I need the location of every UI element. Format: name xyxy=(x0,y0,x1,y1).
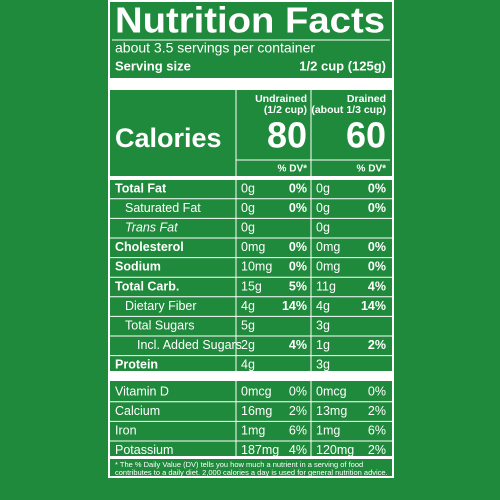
daily-value: 2% xyxy=(289,404,307,418)
amount: 4g xyxy=(316,299,330,313)
daily-value: 0% xyxy=(289,240,307,254)
daily-value: 14% xyxy=(282,299,307,313)
dv-header: % DV* xyxy=(357,164,387,175)
nutrient-name: Sodium xyxy=(115,260,161,274)
footnote: contributes to a daily diet. 2,000 calor… xyxy=(115,468,388,477)
amount: 3g xyxy=(316,318,330,332)
calories-value: 60 xyxy=(346,115,386,156)
amount: 1mg xyxy=(241,423,265,437)
amount: 0mg xyxy=(241,240,265,254)
amount: 11g xyxy=(316,279,336,293)
amount: 13mg xyxy=(316,404,347,418)
amount: 10mg xyxy=(241,260,272,274)
daily-value: 2% xyxy=(368,404,386,418)
daily-value: 0% xyxy=(289,201,307,215)
amount: 0g xyxy=(241,220,255,234)
amount: 2g xyxy=(241,338,255,352)
nutrient-name: Saturated Fat xyxy=(125,201,201,215)
nutrient-name: Incl. Added Sugars xyxy=(137,338,242,352)
thick-bar xyxy=(110,176,392,180)
amount: 3g xyxy=(316,358,330,372)
footnote: * The % Daily Value (DV) tells you how m… xyxy=(115,460,363,469)
daily-value: 4% xyxy=(289,338,307,352)
thick-bar xyxy=(110,78,392,90)
amount: 4g xyxy=(241,299,255,313)
nutrient-name: Calcium xyxy=(115,404,160,418)
amount: 15g xyxy=(241,279,262,293)
daily-value: 0% xyxy=(368,384,386,398)
daily-value: 2% xyxy=(368,338,386,352)
amount: 0mcg xyxy=(241,384,272,398)
amount: 1mg xyxy=(316,423,340,437)
thick-bar xyxy=(110,456,392,459)
daily-value: 14% xyxy=(361,299,386,313)
daily-value: 0% xyxy=(368,181,386,195)
amount: 0mcg xyxy=(316,384,347,398)
nutrient-name: Cholesterol xyxy=(115,240,184,254)
daily-value: 0% xyxy=(368,201,386,215)
daily-value: 4% xyxy=(289,443,307,457)
amount: 0g xyxy=(316,181,330,195)
amount: 0g xyxy=(241,181,255,195)
daily-value: 0% xyxy=(368,240,386,254)
amount: 120mg xyxy=(316,443,354,457)
nutrient-name: Iron xyxy=(115,423,137,437)
amount: 0g xyxy=(316,201,330,215)
column-amount: (1/2 cup) xyxy=(264,104,307,116)
amount: 1g xyxy=(316,338,330,352)
thick-bar xyxy=(110,371,392,381)
serving-size-label: Serving size xyxy=(115,58,191,73)
nutrient-name: Potassium xyxy=(115,443,173,457)
label-border xyxy=(108,0,394,478)
amount: 0mg xyxy=(316,260,340,274)
amount: 16mg xyxy=(241,404,272,418)
amount: 4g xyxy=(241,358,255,372)
nutrient-name: Trans Fat xyxy=(125,220,178,234)
column-name: Drained xyxy=(347,93,386,105)
serving-size-value: 1/2 cup (125g) xyxy=(299,58,386,73)
servings: about 3.5 servings per container xyxy=(115,40,315,56)
amount: 0mg xyxy=(316,240,340,254)
daily-value: 5% xyxy=(289,279,307,293)
amount: 0g xyxy=(241,201,255,215)
daily-value: 2% xyxy=(368,443,386,457)
amount: 5g xyxy=(241,318,255,332)
nutrient-name: Total Fat xyxy=(115,181,167,195)
column-amount: (about 1/3 cup) xyxy=(311,104,386,116)
nutrient-name: Total Carb. xyxy=(115,279,179,293)
nutrient-name: Vitamin D xyxy=(115,384,169,398)
nutrient-name: Dietary Fiber xyxy=(125,299,197,313)
nutrient-name: Protein xyxy=(115,358,158,372)
column-name: Undrained xyxy=(255,93,307,105)
amount: 0g xyxy=(316,220,330,234)
daily-value: 0% xyxy=(289,384,307,398)
daily-value: 0% xyxy=(289,181,307,195)
amount: 187mg xyxy=(241,443,279,457)
calories-label: Calories xyxy=(115,123,222,153)
daily-value: 4% xyxy=(368,279,386,293)
title: Nutrition Facts xyxy=(115,0,385,41)
calories-value: 80 xyxy=(267,115,307,156)
daily-value: 0% xyxy=(289,260,307,274)
daily-value: 6% xyxy=(368,423,386,437)
dv-header: % DV* xyxy=(278,164,308,175)
daily-value: 0% xyxy=(368,260,386,274)
nutrient-name: Total Sugars xyxy=(125,318,194,332)
daily-value: 6% xyxy=(289,423,307,437)
